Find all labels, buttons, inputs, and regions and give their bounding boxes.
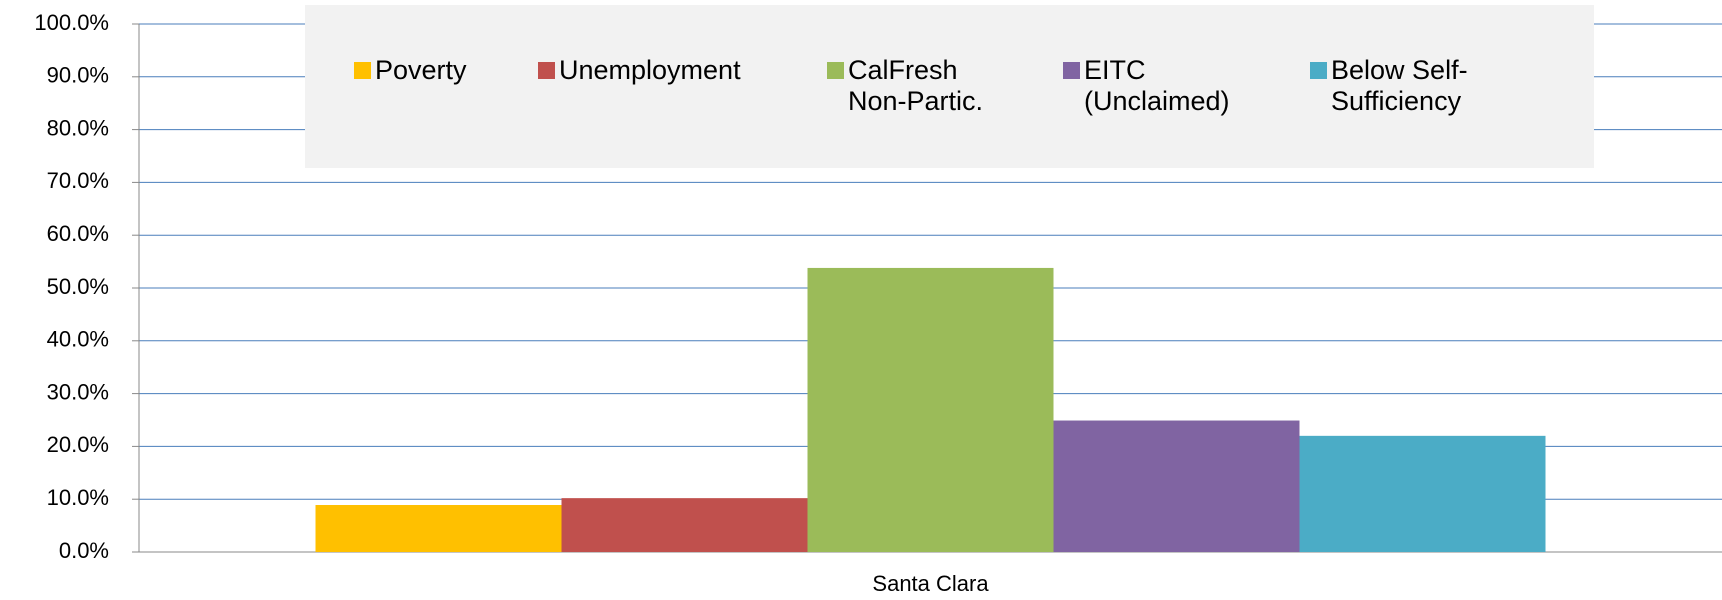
y-tick-label: 20.0% xyxy=(47,432,109,457)
legend-swatch xyxy=(1063,62,1080,79)
x-tick-label: Santa Clara xyxy=(872,571,989,596)
legend-swatch xyxy=(827,62,844,79)
legend: Poverty Unemployment CalFresh Non-Partic. E… xyxy=(305,5,1594,168)
legend-swatch xyxy=(1310,62,1327,79)
y-tick-label: 0.0% xyxy=(59,538,109,563)
y-tick-label: 60.0% xyxy=(47,221,109,246)
bar xyxy=(561,498,808,552)
y-tick-label: 50.0% xyxy=(47,274,109,299)
legend-label: Poverty xyxy=(375,55,467,85)
legend-item: Poverty xyxy=(354,55,575,86)
y-tick-label: 10.0% xyxy=(47,485,109,510)
y-tick-label: 40.0% xyxy=(47,327,109,352)
y-tick-label: 100.0% xyxy=(34,10,109,35)
bar xyxy=(1053,420,1300,552)
legend-label: CalFresh Non-Partic. xyxy=(848,55,984,116)
legend-label: Below Self-Sufficiency xyxy=(1331,55,1468,116)
y-tick-label: 80.0% xyxy=(47,115,109,140)
legend-label: EITC (Unclaimed) xyxy=(1084,55,1230,116)
bar xyxy=(1299,435,1546,552)
bar xyxy=(807,267,1054,552)
legend-label: Unemployment xyxy=(559,55,741,85)
legend-item: Unemployment xyxy=(538,55,839,86)
bar xyxy=(315,505,562,552)
y-tick-label: 30.0% xyxy=(47,379,109,404)
legend-item: Below Self-Sufficiency xyxy=(1310,55,1571,117)
y-tick-label: 90.0% xyxy=(47,63,109,88)
legend-item: EITC (Unclaimed) xyxy=(1063,55,1264,117)
legend-item: CalFresh Non-Partic. xyxy=(827,55,1008,117)
y-tick-label: 70.0% xyxy=(47,168,109,193)
legend-swatch xyxy=(538,62,555,79)
legend-swatch xyxy=(354,62,371,79)
